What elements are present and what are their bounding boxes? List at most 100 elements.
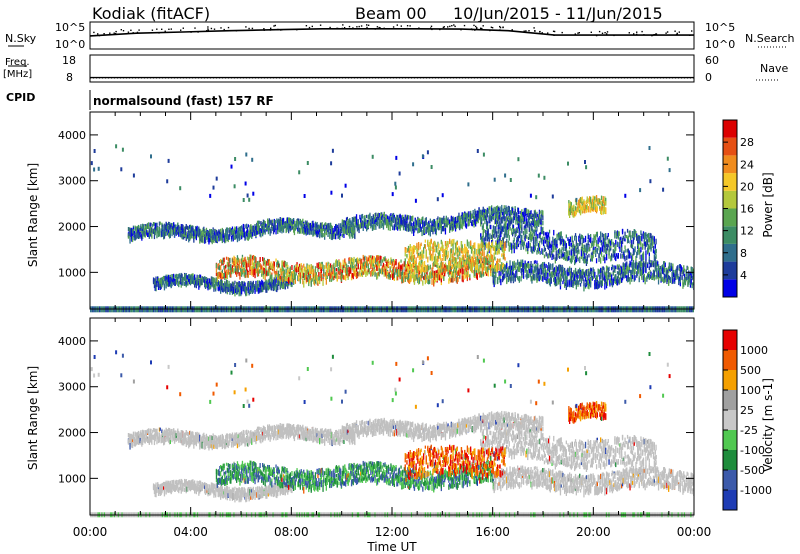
scatter-cell <box>213 238 215 243</box>
scatter-cell <box>593 246 595 250</box>
scatter-cell <box>515 264 517 269</box>
scatter-cell <box>234 230 236 237</box>
scatter-cell <box>538 240 541 248</box>
scatter-cell <box>236 267 239 275</box>
scatter-cell <box>230 267 233 273</box>
scatter-cell <box>281 264 283 272</box>
scatter-cell <box>161 231 163 237</box>
scatter-cell <box>234 289 236 297</box>
scatter-cell <box>174 280 176 284</box>
scatter-cell <box>553 229 555 236</box>
scatter-cell <box>135 226 137 233</box>
scatter-cell <box>262 229 264 237</box>
nsky-point <box>360 25 363 27</box>
scatter-cell <box>247 233 249 241</box>
scatter-cell <box>232 233 234 238</box>
scatter-cell <box>250 224 252 230</box>
scatter-cell <box>332 234 334 240</box>
scatter-cell <box>465 223 468 229</box>
scatter-cell <box>624 238 626 242</box>
scatter-cell <box>256 284 259 288</box>
nsky-point <box>378 26 380 29</box>
scatter-cell <box>259 262 261 268</box>
scatter-cell <box>151 227 153 233</box>
scatter-cell <box>358 260 360 264</box>
scatter-cell <box>179 277 182 285</box>
scatter-cell <box>218 272 220 279</box>
scatter-cell <box>463 274 465 280</box>
scatter-cell <box>247 281 249 287</box>
scatter-cell <box>128 227 130 234</box>
scatter-cell <box>235 268 237 273</box>
scatter-cell <box>227 269 229 274</box>
scatter-cell <box>223 235 225 243</box>
scatter-cell <box>569 246 571 250</box>
scatter-cell <box>230 284 233 289</box>
scatter-cell <box>246 286 249 291</box>
nsky-point <box>499 26 502 29</box>
scatter-cell <box>255 226 257 230</box>
nsky-point <box>595 34 598 37</box>
scatter-cell <box>534 260 536 264</box>
scatter-cell <box>264 229 266 235</box>
scatter-cell <box>262 257 264 262</box>
scatter-cell <box>233 260 235 267</box>
scatter-cell <box>165 277 167 284</box>
scatter-cell <box>150 227 152 235</box>
scatter-cell <box>181 278 183 283</box>
scatter-cell <box>262 273 265 279</box>
nsky-point <box>113 32 115 34</box>
scatter-cell <box>162 276 164 280</box>
scatter-cell <box>189 224 191 229</box>
scatter-cell <box>147 225 150 230</box>
scatter-cell <box>477 217 479 224</box>
nsky-point <box>170 28 172 30</box>
scatter-cell <box>322 233 324 238</box>
scatter-cell <box>139 231 141 238</box>
nsky-point <box>311 25 313 28</box>
scatter-cell <box>257 268 260 274</box>
scatter-cell <box>323 225 325 229</box>
nsky-point <box>655 33 658 35</box>
scatter-cell <box>173 277 175 283</box>
scatter-cell <box>236 272 238 277</box>
scatter-cell <box>155 281 157 287</box>
scatter-cell <box>227 287 229 292</box>
scatter-cell <box>340 227 343 231</box>
scatter-cell <box>303 272 306 279</box>
nsky-point <box>366 24 368 26</box>
scatter-cell <box>141 233 143 241</box>
scatter-cell <box>247 224 249 228</box>
nsky-point <box>156 28 158 30</box>
scatter-cell <box>480 217 483 223</box>
scatter-cell <box>457 277 459 282</box>
nsky-point <box>220 27 222 29</box>
scatter-cell <box>195 279 197 286</box>
scatter-cell <box>250 229 252 234</box>
scatter-cell <box>220 228 222 233</box>
scatter-cell <box>368 268 370 275</box>
scatter-cell <box>153 278 156 282</box>
scatter-cell <box>335 230 338 236</box>
scatter-cell <box>287 282 289 286</box>
nsky-point <box>453 24 455 26</box>
scatter-cell <box>181 273 183 279</box>
scatter-cell <box>241 286 243 290</box>
scatter-cell <box>229 272 231 278</box>
scatter-cell <box>293 228 296 236</box>
scatter-cell <box>289 221 291 226</box>
scatter-cell <box>256 263 258 268</box>
scatter-cell <box>607 244 609 248</box>
scatter-cell <box>319 222 322 229</box>
scatter-cell <box>292 221 294 225</box>
scatter-cell <box>328 222 330 230</box>
scatter-cell <box>193 236 195 243</box>
scatter-cell <box>286 274 288 281</box>
scatter-cell <box>241 230 243 237</box>
nsky-point <box>213 28 216 30</box>
nsky-point <box>227 26 230 29</box>
scatter-cell <box>178 274 180 279</box>
scatter-cell <box>230 271 232 278</box>
scatter-cell <box>305 274 307 281</box>
nsky-point <box>636 33 638 36</box>
